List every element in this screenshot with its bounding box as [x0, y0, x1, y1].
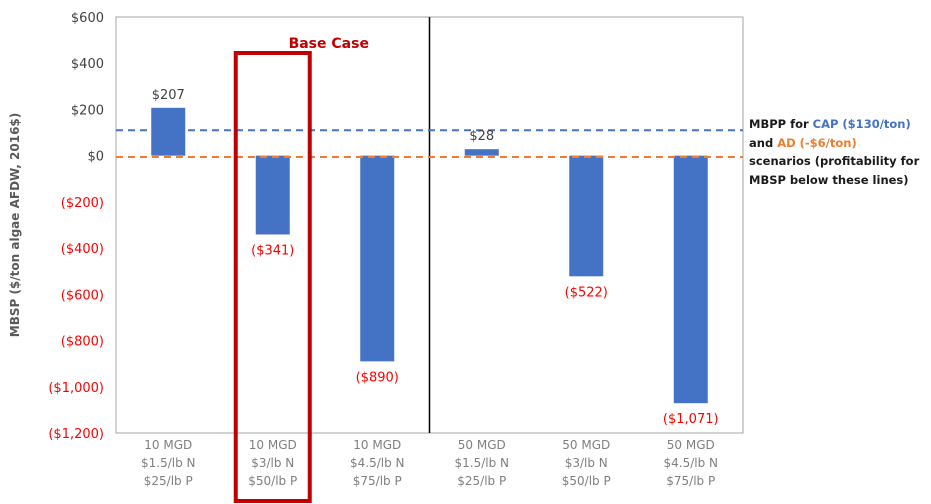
bar: [255, 155, 290, 235]
annotation-line2-prefix: and: [749, 135, 778, 150]
x-category-label: 10 MGD: [144, 438, 192, 452]
y-axis-label: MBSP ($/ton algae AFDW, 2016$): [8, 113, 22, 338]
data-label: ($890): [356, 370, 399, 385]
x-category-label: $3/lb N: [565, 456, 608, 470]
x-category-label: 50 MGD: [458, 438, 506, 452]
x-category-label: 10 MGD: [353, 438, 401, 452]
bar: [151, 107, 186, 156]
annotation-line1-prefix: MBPP for: [749, 117, 813, 131]
x-category-label: $75/lb P: [353, 474, 402, 488]
annotation-cap-text: CAP ($130/ton): [812, 117, 911, 131]
data-label: $28: [469, 129, 494, 144]
y-tick-label: ($800): [61, 335, 104, 350]
reference-line-annotation: MBPP for CAP ($130/ton) and AD (-$6/ton)…: [749, 115, 931, 189]
x-category-label: $4.5/lb N: [663, 456, 718, 470]
y-tick-label: $600: [71, 11, 104, 26]
data-label: $207: [152, 88, 185, 103]
x-category-label: $4.5/lb N: [350, 456, 405, 470]
base-case-label: Base Case: [289, 36, 369, 52]
x-category-label: $50/lb P: [562, 474, 611, 488]
annotation-line3: scenarios (profitability for: [749, 154, 920, 168]
y-tick-label: $0: [87, 150, 104, 165]
x-category-label: $75/lb P: [666, 474, 715, 488]
bar: [360, 155, 395, 362]
x-category-label: 50 MGD: [562, 438, 610, 452]
y-tick-label: ($1,000): [48, 381, 104, 396]
annotation-ad-text: AD (-$6/ton): [777, 135, 857, 150]
bar: [673, 155, 708, 404]
y-tick-label: ($1,200): [48, 427, 104, 442]
y-tick-label: $200: [71, 103, 104, 118]
y-tick-label: ($200): [61, 196, 104, 211]
x-category-label: 10 MGD: [249, 438, 297, 452]
x-category-label: $1.5/lb N: [454, 456, 509, 470]
y-tick-label: ($400): [61, 242, 104, 257]
x-category-label: $25/lb P: [457, 474, 506, 488]
data-label: ($341): [251, 243, 294, 258]
x-category-label: 50 MGD: [667, 438, 715, 452]
x-category-label: $1.5/lb N: [141, 456, 196, 470]
y-tick-label: ($600): [61, 288, 104, 303]
data-label: ($1,071): [663, 412, 719, 427]
x-category-label: $3/lb N: [251, 456, 294, 470]
bar: [464, 149, 499, 156]
annotation-line4: MBSP below these lines): [749, 172, 909, 187]
x-category-label: $50/lb P: [248, 474, 297, 488]
base-case-box: [233, 51, 312, 503]
data-label: ($522): [565, 285, 608, 300]
y-tick-label: $400: [71, 57, 104, 72]
x-category-label: $25/lb P: [144, 474, 193, 488]
bar: [569, 155, 604, 277]
